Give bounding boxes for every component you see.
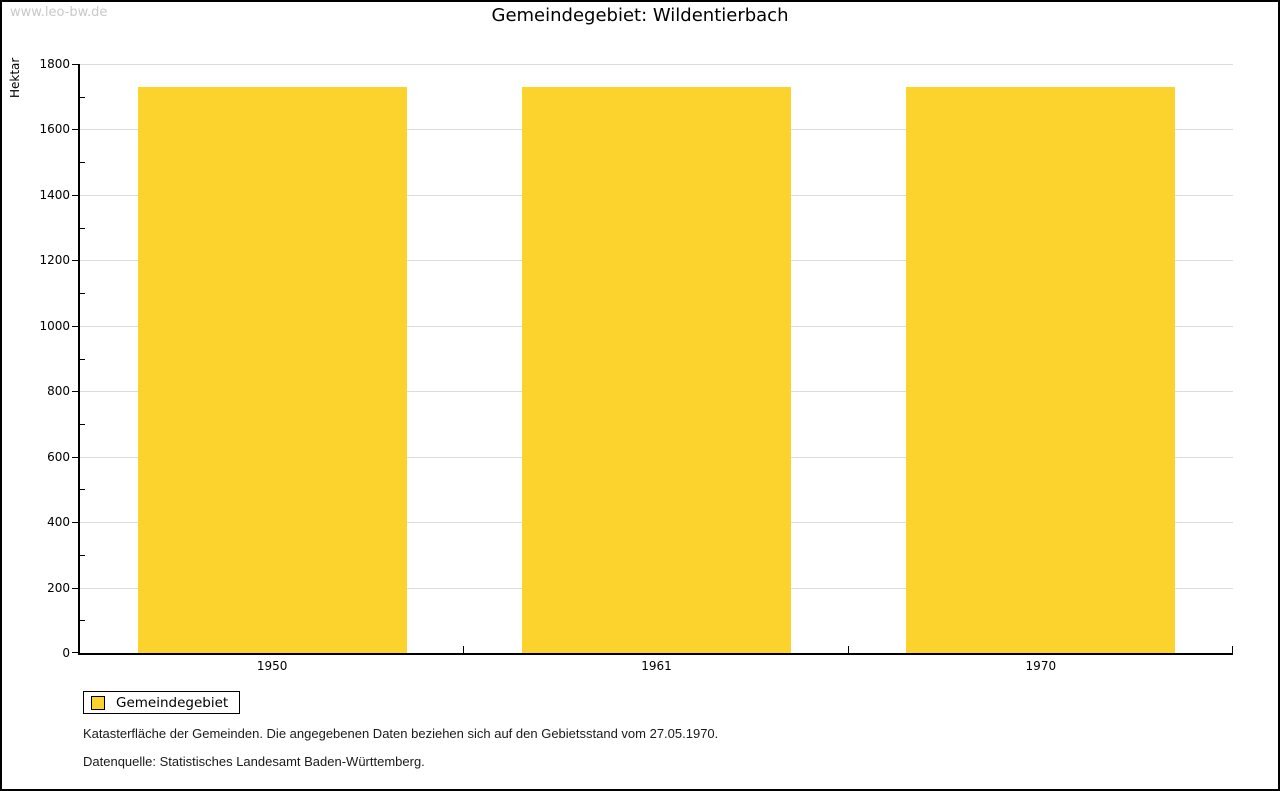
y-axis-tick-label: 1200 (39, 253, 70, 268)
y-axis-major-tick (72, 652, 78, 653)
y-axis-label: Hektar (8, 57, 22, 98)
x-axis-tick (463, 646, 465, 653)
y-axis-tick-label: 1600 (39, 122, 70, 137)
legend: Gemeindegebiet (83, 691, 241, 714)
bar-1970 (906, 86, 1176, 653)
y-axis-tick-label: 1000 (39, 318, 70, 333)
y-axis-tick-label: 1800 (39, 57, 70, 71)
y-axis-minor-tick (80, 96, 85, 98)
y-axis-tick-label: 600 (47, 449, 70, 464)
y-axis-minor-tick (80, 489, 85, 491)
y-axis-major-tick (72, 260, 78, 262)
y-axis-minor-tick (80, 620, 85, 622)
chart-title: Gemeindegebiet: Wildentierbach (491, 5, 789, 26)
y-axis-tick-label: 1400 (39, 187, 70, 202)
watermark: www.leo-bw.de (10, 5, 108, 20)
y-axis-tick-label: 0 (62, 646, 70, 660)
y-axis-minor-tick (80, 554, 85, 556)
y-axis-major-tick (72, 194, 78, 196)
x-axis-tick (1232, 646, 1233, 653)
y-axis-major-tick (72, 456, 78, 458)
footnote-source-note: Katasterfläche der Gemeinden. Die angege… (83, 726, 719, 741)
y-axis-major-tick (72, 129, 78, 131)
footnote-datasource: Datenquelle: Statistisches Landesamt Bad… (83, 754, 425, 769)
y-gridline (80, 64, 1233, 65)
legend-swatch (91, 695, 105, 710)
y-axis-minor-tick (80, 358, 85, 360)
y-axis-major-tick (72, 522, 78, 524)
bar-1950 (137, 86, 407, 653)
y-axis-tick-label: 800 (47, 384, 70, 399)
y-axis-major-tick (72, 391, 78, 393)
x-axis-category-label: 1970 (1025, 659, 1057, 673)
x-axis-category-label: 1961 (641, 659, 672, 673)
y-axis-minor-tick (80, 293, 85, 295)
y-axis-major-tick (72, 64, 78, 65)
y-axis-tick-label: 200 (47, 580, 70, 595)
y-axis-minor-tick (80, 423, 85, 425)
y-axis-major-tick (72, 325, 78, 327)
x-axis-tick (847, 646, 849, 653)
y-axis-minor-tick (80, 162, 85, 164)
y-axis-major-tick (72, 587, 78, 589)
legend-label: Gemeindegebiet (116, 694, 229, 711)
plot-area: 0 200 400 600 800 1000 1200 1400 1600 1800 1950 196… (39, 57, 1233, 673)
y-axis-tick-label: 400 (47, 515, 70, 530)
bar-1961 (521, 86, 791, 653)
y-axis-minor-tick (80, 227, 85, 229)
x-axis-category-label: 1950 (256, 659, 288, 673)
